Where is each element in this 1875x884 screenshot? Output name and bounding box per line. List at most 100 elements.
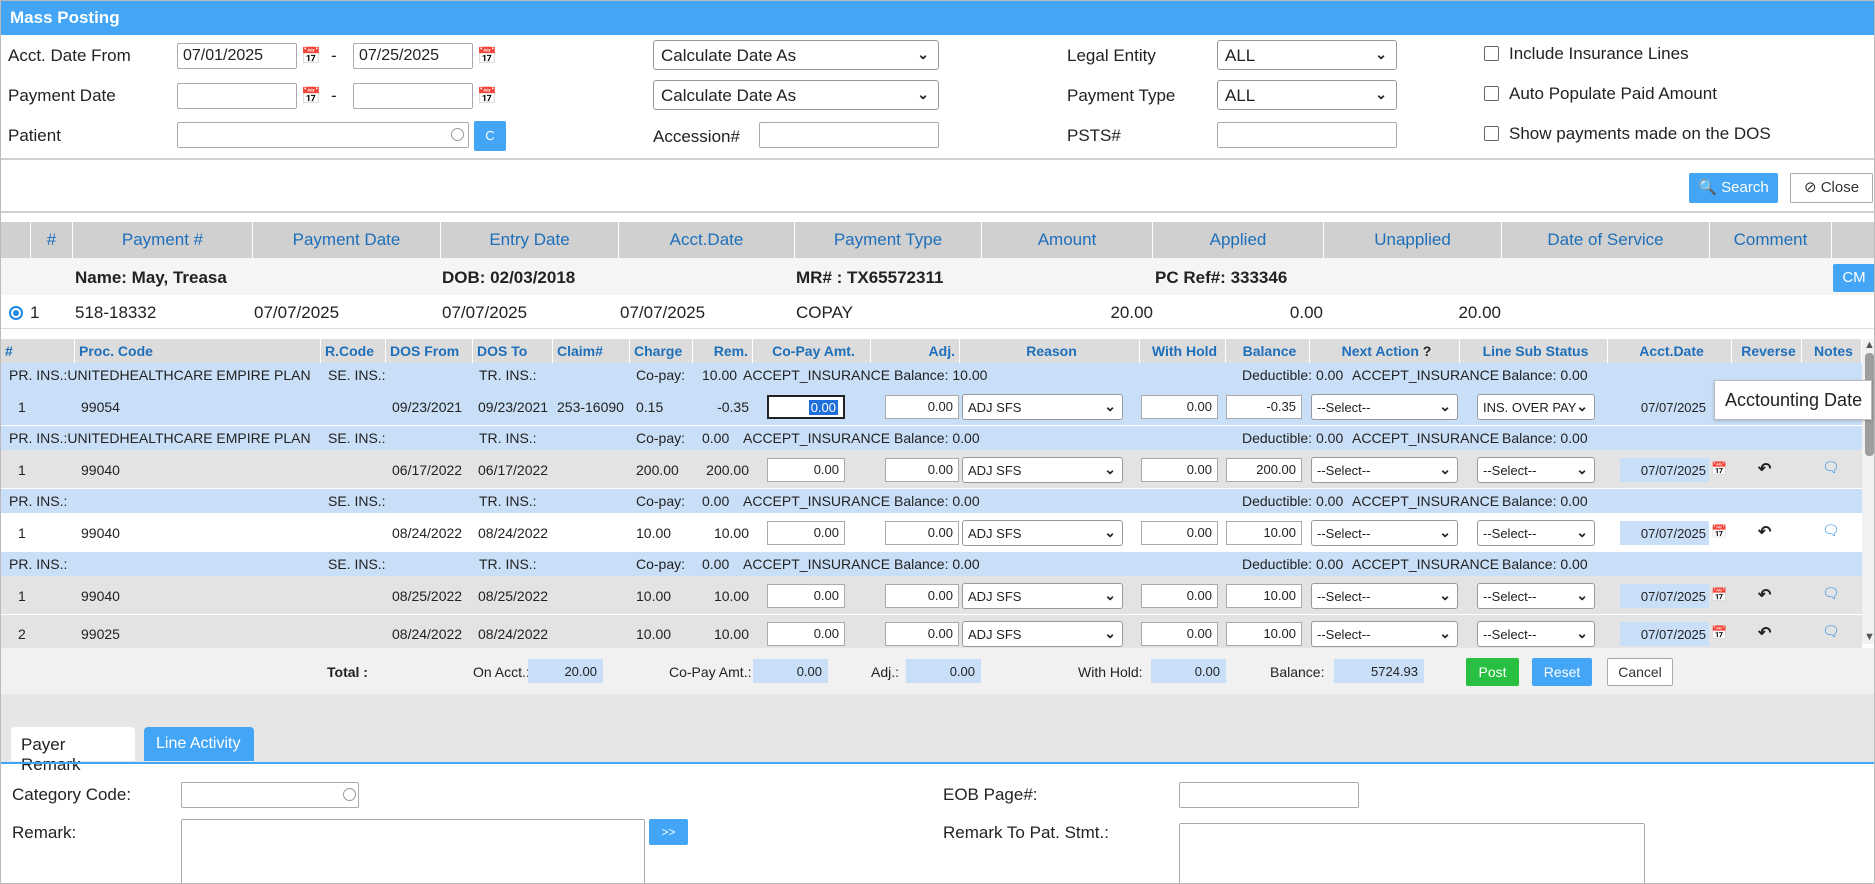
unapplied: 20.00 <box>1458 303 1501 322</box>
scroll-down-icon[interactable]: ▼ <box>1864 631 1875 643</box>
deductible-balance: Balance: 0.00 <box>1502 367 1588 383</box>
calendar-icon[interactable]: 📅 <box>1711 460 1728 476</box>
payment-date-from-input[interactable] <box>177 83 297 109</box>
accession-input[interactable] <box>759 122 939 148</box>
payment-date-to-input[interactable] <box>353 83 473 109</box>
scroll-up-icon[interactable]: ▲ <box>1864 339 1875 351</box>
payment-type-select[interactable]: ALL ⌄ <box>1217 80 1397 110</box>
deductible-label: Deductible: <box>1242 367 1313 383</box>
acct-date-input[interactable]: 07/07/2025 <box>1620 520 1709 545</box>
balance-input[interactable]: 10.00 <box>1226 622 1302 646</box>
calc-date-select-1[interactable]: Calculate Date As ⌄ <box>653 40 939 70</box>
acct-date-from-input[interactable]: 07/01/2025 <box>177 43 297 69</box>
next-action-select[interactable]: --Select-- ⌄ <box>1311 456 1458 483</box>
reverse-icon[interactable]: ↶ <box>1758 460 1772 478</box>
legal-entity-select[interactable]: ALL ⌄ <box>1217 40 1397 70</box>
notes-icon[interactable]: 🗨 <box>1822 623 1840 639</box>
eob-page-input[interactable] <box>1179 782 1359 808</box>
payment-row-num: 1 <box>30 303 40 322</box>
patient-input[interactable] <box>177 122 469 148</box>
patient-clear-button[interactable]: C <box>474 121 506 151</box>
balance-input[interactable]: -0.35 <box>1226 394 1302 419</box>
arrow-button[interactable]: >> <box>649 819 688 845</box>
next-action-select[interactable]: --Select-- ⌄ <box>1311 621 1458 647</box>
tab-payer-remark[interactable]: Payer Remark <box>11 727 135 774</box>
reverse-icon[interactable]: ↶ <box>1758 523 1772 541</box>
payment-radio[interactable] <box>9 306 23 320</box>
reverse-icon[interactable]: ↶ <box>1758 586 1772 604</box>
calendar-icon[interactable]: 📅 <box>1711 586 1728 602</box>
acct-date-input[interactable]: 07/07/2025 <box>1620 583 1709 608</box>
calendar-icon[interactable]: 📅 <box>301 88 321 105</box>
show-payments-checkbox[interactable] <box>1484 126 1499 141</box>
acct-date-input[interactable]: 07/07/2025 <box>1620 394 1709 419</box>
cm-button[interactable]: CM <box>1833 264 1874 292</box>
withhold-input[interactable]: 0.00 <box>1141 394 1218 419</box>
copay-input[interactable]: 0.00 <box>767 394 845 419</box>
balance-input[interactable]: 10.00 <box>1226 520 1302 545</box>
calendar-icon[interactable]: 📅 <box>1711 625 1728 640</box>
copay-input[interactable]: 0.00 <box>767 457 845 482</box>
withhold-input[interactable]: 0.00 <box>1141 622 1218 646</box>
copay-input[interactable]: 0.00 <box>767 622 845 646</box>
chevron-down-icon: ⌄ <box>1576 586 1588 604</box>
line-sub-status-select[interactable]: --Select-- ⌄ <box>1477 456 1595 483</box>
withhold-input[interactable]: 0.00 <box>1141 457 1218 482</box>
line-sub-status-select[interactable]: INS. OVER PAY ⌄ <box>1477 393 1595 420</box>
copay-label: Co-pay: <box>636 493 686 509</box>
next-action-select[interactable]: --Select-- ⌄ <box>1311 582 1458 609</box>
help-icon[interactable]: ? <box>1422 343 1432 359</box>
adj-input[interactable]: 0.00 <box>885 457 959 482</box>
payment-row[interactable] <box>1 295 1874 329</box>
tab-line-activity[interactable]: Line Activity <box>144 727 254 761</box>
reverse-icon[interactable]: ↶ <box>1758 625 1772 642</box>
auto-populate-checkbox[interactable] <box>1484 86 1499 101</box>
calendar-icon[interactable]: 📅 <box>477 48 497 65</box>
tr-ins-label: TR. INS.: <box>479 367 537 383</box>
reason-select[interactable]: ADJ SFS ⌄ <box>962 519 1123 546</box>
acct-date-to-input[interactable]: 07/25/2025 <box>353 43 473 69</box>
acct-date-input[interactable]: 07/07/2025 <box>1620 622 1709 646</box>
notes-icon[interactable]: 🗨 <box>1822 521 1840 538</box>
balance-input[interactable]: 10.00 <box>1226 583 1302 608</box>
reason-select[interactable]: ADJ SFS ⌄ <box>962 456 1123 483</box>
calc-date-select-2[interactable]: Calculate Date As ⌄ <box>653 80 939 110</box>
close-button[interactable]: ⊘ Close <box>1790 173 1873 203</box>
adj-input[interactable]: 0.00 <box>885 583 959 608</box>
adj-input[interactable]: 0.00 <box>885 622 959 646</box>
notes-icon[interactable]: 🗨 <box>1822 584 1840 601</box>
reset-button[interactable]: Reset <box>1532 658 1592 686</box>
line-sub-status-select[interactable]: --Select-- ⌄ <box>1477 582 1595 609</box>
remark-pat-stmt-textarea[interactable] <box>1179 823 1645 883</box>
adj-input[interactable]: 0.00 <box>885 394 959 419</box>
search-button[interactable]: 🔍 Search <box>1689 173 1778 203</box>
withhold-input[interactable]: 0.00 <box>1141 583 1218 608</box>
adj-input[interactable]: 0.00 <box>885 520 959 545</box>
notes-icon[interactable]: 🗨 <box>1822 458 1840 475</box>
balance-input[interactable]: 200.00 <box>1226 457 1302 482</box>
acct-date-input[interactable]: 07/07/2025 <box>1620 457 1709 482</box>
line-sub-status-select[interactable]: --Select-- ⌄ <box>1477 519 1595 546</box>
post-button[interactable]: Post <box>1466 658 1519 686</box>
include-insurance-checkbox[interactable] <box>1484 46 1499 61</box>
calendar-icon[interactable]: 📅 <box>477 88 497 105</box>
category-code-input[interactable] <box>181 782 359 808</box>
next-action-select[interactable]: --Select-- ⌄ <box>1311 519 1458 546</box>
remark-textarea[interactable] <box>181 819 645 883</box>
reason-select[interactable]: ADJ SFS ⌄ <box>962 582 1123 609</box>
calendar-icon[interactable]: 📅 <box>301 48 321 65</box>
tab-underline <box>1 762 1874 764</box>
copay-input[interactable]: 0.00 <box>767 520 845 545</box>
copay-input[interactable]: 0.00 <box>767 583 845 608</box>
dos-to: 06/17/2022 <box>478 461 549 478</box>
line-sub-status-select[interactable]: --Select-- ⌄ <box>1477 621 1595 647</box>
reason-select[interactable]: ADJ SFS ⌄ <box>962 393 1123 420</box>
withhold-input[interactable]: 0.00 <box>1141 520 1218 545</box>
psts-input[interactable] <box>1217 122 1397 148</box>
next-action-select[interactable]: --Select-- ⌄ <box>1311 393 1458 420</box>
reason-select[interactable]: ADJ SFS ⌄ <box>962 621 1123 647</box>
copay-label: Co-pay: <box>636 556 686 572</box>
cancel-button[interactable]: Cancel <box>1607 658 1673 686</box>
calendar-icon[interactable]: 📅 <box>1711 523 1728 539</box>
proc-code: 99054 <box>81 398 120 415</box>
